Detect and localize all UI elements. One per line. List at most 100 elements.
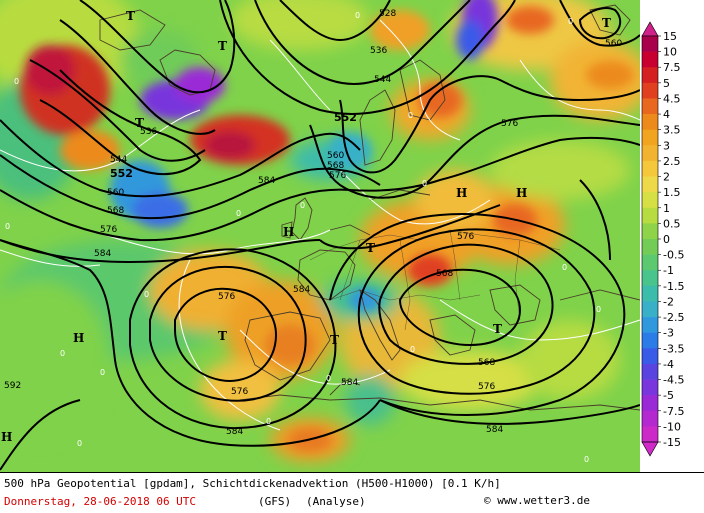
advection-field <box>0 0 640 462</box>
svg-text:0: 0 <box>100 368 105 377</box>
svg-text:0: 0 <box>410 345 415 354</box>
legend-tick-label: 3 <box>663 139 670 152</box>
legend-tick-label: 2.5 <box>663 155 681 168</box>
contour-label-584: 584 <box>258 176 275 186</box>
legend-color-step <box>642 176 658 193</box>
color-legend: 15 10 7.5 5 4.5 4 3.5 3 2.5 2 1.5 1 0.5 0 -0.5 -1 -1.5 -2… <box>640 0 704 472</box>
contour-label-560: 560 <box>327 151 344 161</box>
legend-color-step <box>642 301 658 318</box>
low-center-label: T <box>218 39 227 53</box>
legend-color-step <box>642 270 658 287</box>
geopotential-contours <box>0 0 640 471</box>
legend-color-step <box>642 348 658 365</box>
legend-tick-label: 1.5 <box>663 186 681 199</box>
legend-tick-label: -2.5 <box>663 311 684 324</box>
contour-label-584: 584 <box>486 425 503 435</box>
svg-text:0: 0 <box>355 11 360 20</box>
high-center-label: H <box>283 225 294 239</box>
legend-color-step <box>642 285 658 302</box>
model-name: (GFS) <box>258 495 292 508</box>
legend-tick-label: 0.5 <box>663 217 681 230</box>
legend-color-step <box>642 114 658 130</box>
legend-color-step <box>642 317 658 333</box>
high-center-label: H <box>456 186 467 200</box>
svg-text:0: 0 <box>60 349 65 358</box>
map-description: 500 hPa Geopotential [gpdam], Schichtdic… <box>4 477 501 490</box>
contour-label-584: 584 <box>94 249 111 259</box>
legend-tick-labels: 15 10 7.5 5 4.5 4 3.5 3 2.5 2 1.5 1 0.5 0 -0.5 -1 -1.5 -2… <box>658 30 684 449</box>
credit-link[interactable]: © www.wetter3.de <box>484 494 590 507</box>
contour-label-576: 576 <box>218 292 235 302</box>
low-center-label: T <box>135 116 144 130</box>
legend-color-step <box>642 410 658 427</box>
low-center-label: T <box>366 241 375 255</box>
legend-color-step <box>642 160 658 177</box>
contour-label-536: 536 <box>370 46 387 56</box>
legend-color-bars <box>641 21 659 457</box>
legend-tick-label: 15 <box>663 30 677 43</box>
legend-tick-label: -2 <box>663 295 674 308</box>
contour-label-536: 536 <box>140 127 157 137</box>
contour-label-576: 576 <box>329 171 346 181</box>
contour-labels: 528 536 536 544 544 552 552 560 560 560 … <box>4 9 622 437</box>
legend-color-step <box>642 223 658 240</box>
svg-text:0: 0 <box>144 290 149 299</box>
legend-color-step <box>642 192 658 209</box>
svg-text:0: 0 <box>300 201 305 210</box>
legend-arrow-top <box>641 21 659 37</box>
svg-text:0: 0 <box>584 455 589 464</box>
high-center-label: H <box>516 186 527 200</box>
legend-tick-label: 7.5 <box>663 61 681 74</box>
low-center-label: T <box>126 9 135 23</box>
contour-label-584: 584 <box>226 427 243 437</box>
copyright-icon: © <box>484 494 491 507</box>
map-footer: 500 hPa Geopotential [gpdam], Schichtdic… <box>0 472 704 513</box>
valid-date: Donnerstag, 28-06-2018 06 UTC <box>4 495 197 508</box>
contour-label-576: 576 <box>231 387 248 397</box>
contour-label-552: 552 <box>334 111 357 124</box>
contour-label-568: 568 <box>478 358 495 368</box>
svg-text:0: 0 <box>568 17 573 26</box>
low-center-label: T <box>330 333 339 347</box>
legend-tick-label: -15 <box>663 436 681 449</box>
svg-text:0: 0 <box>408 111 413 120</box>
legend-tick-label: 5 <box>663 77 670 90</box>
legend-color-step <box>642 36 658 52</box>
contour-label-560: 560 <box>107 188 124 198</box>
legend-tick-label: 3.5 <box>663 124 681 137</box>
svg-text:0: 0 <box>422 179 427 188</box>
legend-color-step <box>642 67 658 84</box>
contour-label-560: 560 <box>605 39 622 49</box>
contour-label-584: 584 <box>293 285 310 295</box>
legend-color-step <box>642 98 658 115</box>
pressure-centers: T T T T T T T T H H H H H <box>1 9 611 444</box>
legend-color-step <box>642 379 658 396</box>
legend-tick-label: -1.5 <box>663 280 684 293</box>
legend-scale: 15 10 7.5 5 4.5 4 3.5 3 2.5 2 1.5 1 0.5 0 -0.5 -1 -1.5 -2… <box>641 21 684 457</box>
svg-text:0: 0 <box>266 417 271 426</box>
legend-tick-label: 2 <box>663 171 670 184</box>
legend-color-step <box>642 395 658 412</box>
legend-tick-label: -7.5 <box>663 405 684 418</box>
run-type: (Analyse) <box>306 495 366 508</box>
legend-color-step <box>642 82 658 99</box>
legend-tick-label: 1 <box>663 202 670 215</box>
legend-color-step <box>642 363 658 380</box>
legend-tick-label: -1 <box>663 264 674 277</box>
legend-tick-label: 10 <box>663 46 677 59</box>
svg-text:0: 0 <box>596 305 601 314</box>
legend-tick-label: -3.5 <box>663 342 684 355</box>
svg-text:0: 0 <box>77 439 82 448</box>
legend-color-step <box>642 129 658 146</box>
svg-text:0: 0 <box>562 263 567 272</box>
legend-tick-label: -5 <box>663 389 674 402</box>
svg-text:0: 0 <box>236 209 241 218</box>
legend-color-step <box>642 51 658 68</box>
contour-label-552: 552 <box>110 167 133 180</box>
contour-label-528: 528 <box>379 9 396 19</box>
low-center-label: T <box>602 16 611 30</box>
map-canvas: 528 536 536 544 544 552 552 560 560 560 … <box>0 0 640 472</box>
zero-labels: 0 0 0 0 0 0 0 0 0 0 0 0 0 0 0 0 0 0 <box>5 11 601 464</box>
legend-tick-label: 0 <box>663 233 670 246</box>
high-center-label: H <box>1 430 12 444</box>
